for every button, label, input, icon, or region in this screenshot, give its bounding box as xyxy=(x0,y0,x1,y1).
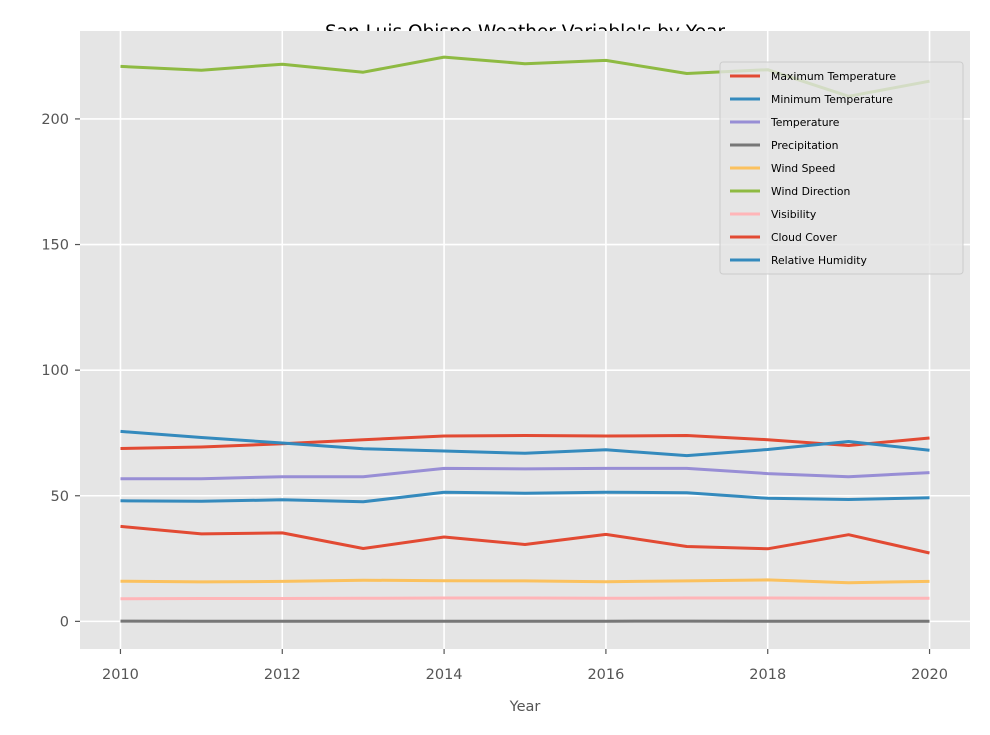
series-line-cloud-cover xyxy=(120,524,930,555)
series-line-relative-humidity xyxy=(120,429,930,458)
series-line-temperature xyxy=(120,466,930,481)
legend-label-relative-humidity: Relative Humidity xyxy=(771,254,868,267)
x-tick-label: 2020 xyxy=(911,667,948,683)
legend: Maximum Temperature Minimum Temperature Te… xyxy=(719,61,964,275)
legend-label-cloud-cover: Cloud Cover xyxy=(771,231,837,244)
x-tick-label: 2018 xyxy=(749,667,786,683)
y-axis-ticks: 0 50 100 150 200 xyxy=(41,112,80,630)
legend-label-precipitation: Precipitation xyxy=(771,139,839,152)
x-tick-label: 2016 xyxy=(587,667,624,683)
y-tick-label: 200 xyxy=(41,112,69,128)
x-tick-label: 2014 xyxy=(426,667,463,683)
x-axis-ticks: 2010 2012 2014 2016 2018 2020 xyxy=(102,649,948,683)
x-tick-label: 2010 xyxy=(102,667,139,683)
legend-label-visibility: Visibility xyxy=(771,208,817,221)
x-tick-label: 2012 xyxy=(264,667,301,683)
x-axis-label: Year xyxy=(509,699,541,715)
y-tick-label: 150 xyxy=(41,238,69,254)
y-tick-label: 50 xyxy=(51,489,69,505)
series-line-minimum-temperature xyxy=(120,490,930,504)
legend-label-wind-direction: Wind Direction xyxy=(771,185,850,198)
legend-label-wind-speed: Wind Speed xyxy=(771,162,835,175)
series-line-maximum-temperature xyxy=(120,434,930,450)
y-tick-label: 100 xyxy=(41,363,69,379)
legend-label-maximum-temperature: Maximum Temperature xyxy=(771,70,896,83)
series-line-visibility xyxy=(120,596,930,601)
legend-box xyxy=(719,61,964,275)
series-line-wind-speed xyxy=(120,578,930,585)
legend-label-minimum-temperature: Minimum Temperature xyxy=(771,93,893,106)
y-tick-label: 0 xyxy=(60,614,69,630)
legend-label-temperature: Temperature xyxy=(770,116,840,129)
